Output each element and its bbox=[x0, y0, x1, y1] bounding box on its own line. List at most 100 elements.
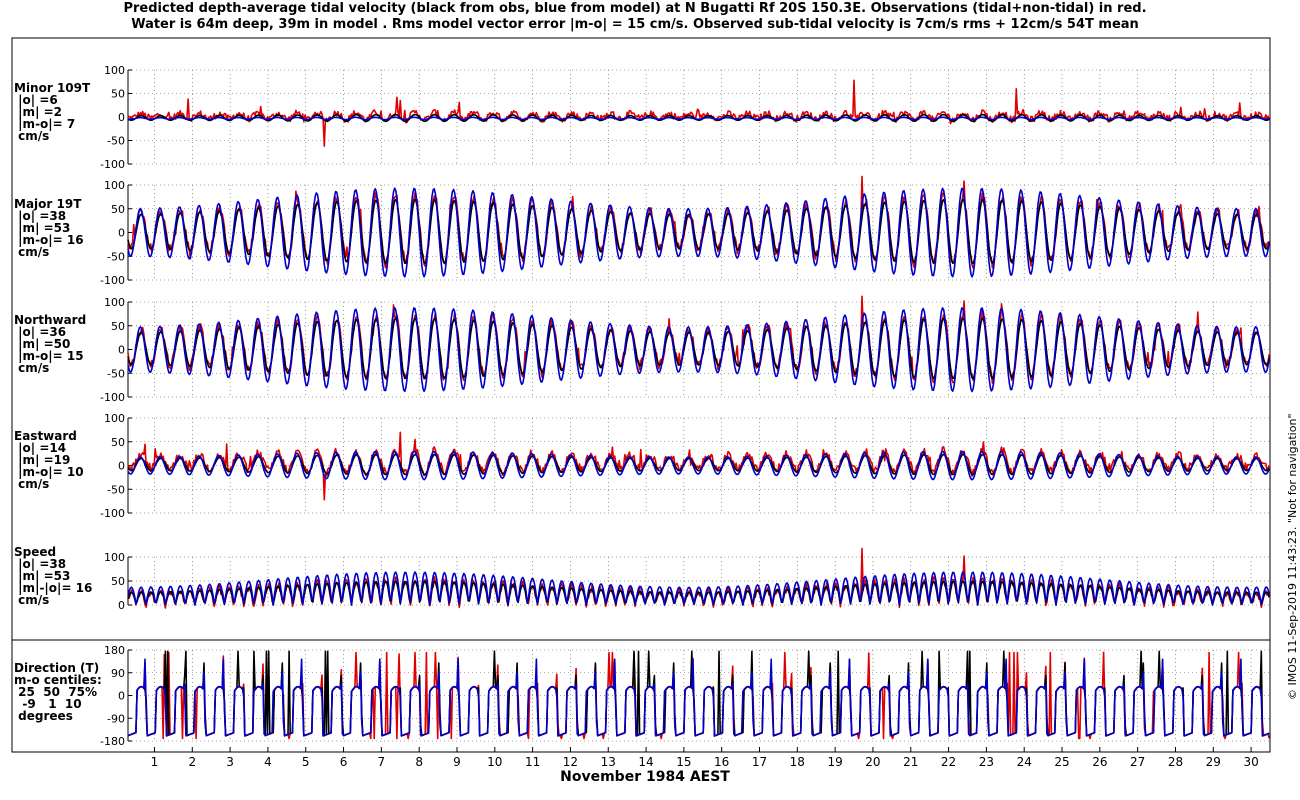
x-tick-label: 19 bbox=[827, 755, 842, 769]
panel-label-line: |o| =6 bbox=[14, 93, 58, 107]
x-tick-label: 30 bbox=[1243, 755, 1258, 769]
panel-label-line: cm/s bbox=[14, 129, 50, 143]
panel-label-line: Direction (T) bbox=[14, 661, 100, 675]
x-tick-label: 3 bbox=[226, 755, 234, 769]
y-tick-label: 100 bbox=[104, 64, 125, 77]
panel-label-line: |o| =38 bbox=[14, 557, 67, 571]
y-tick-label: 100 bbox=[104, 296, 125, 309]
y-tick-label: -100 bbox=[100, 507, 125, 520]
x-axis-label: November 1984 AEST bbox=[560, 769, 730, 785]
x-tick-label: 16 bbox=[714, 755, 729, 769]
x-tick-label: 23 bbox=[979, 755, 994, 769]
x-tick-label: 13 bbox=[601, 755, 616, 769]
x-tick-label: 15 bbox=[676, 755, 691, 769]
panel-label-line: |m| =50 bbox=[14, 337, 71, 351]
panel-label-line: |o| =36 bbox=[14, 325, 67, 339]
panel-label-line: degrees bbox=[14, 709, 73, 723]
series-line-model bbox=[127, 187, 1270, 278]
x-tick-label: 1 bbox=[151, 755, 159, 769]
x-tick-label: 22 bbox=[941, 755, 956, 769]
series-line-obs-tidal bbox=[127, 113, 1270, 123]
x-tick-label: 21 bbox=[903, 755, 918, 769]
y-tick-label: 0 bbox=[118, 344, 125, 357]
panel-label-line: |m|-|o|= 16 bbox=[14, 581, 93, 595]
x-tick-label: 27 bbox=[1130, 755, 1145, 769]
panel-label-line: Northward bbox=[14, 313, 87, 327]
y-tick-label: 50 bbox=[111, 88, 125, 101]
panel-0: -100 -50 0 50 100 bbox=[100, 64, 1270, 171]
x-tick-label: 29 bbox=[1206, 755, 1221, 769]
panel-label-line: |m-o|= 16 bbox=[14, 233, 84, 247]
panel-label-line: cm/s bbox=[14, 593, 50, 607]
panel-5: -180 -90 0 90 180 bbox=[100, 644, 1270, 748]
panel-label-0: Minor 109T |o| =6 |m| =2 |m-o|= 7 cm/s bbox=[14, 82, 110, 142]
panel-label-line: Eastward bbox=[14, 429, 77, 443]
panel-label-1: Major 19T |o| =38 |m| =53 |m-o|= 16 cm/s bbox=[14, 198, 110, 258]
x-tick-label: 24 bbox=[1017, 755, 1032, 769]
panel-label-4: Speed |o| =38 |m| =53 |m|-|o|= 16 cm/s bbox=[14, 546, 110, 606]
series-line-model bbox=[127, 450, 1270, 481]
panel-label-2: Northward |o| =36 |m| =50 |m-o|= 15 cm/s bbox=[14, 314, 110, 374]
panel-label-line: |m| =19 bbox=[14, 453, 71, 467]
x-tick-label: 6 bbox=[340, 755, 348, 769]
panel-label-line: |m-o|= 7 bbox=[14, 117, 76, 131]
y-tick-label: 0 bbox=[118, 460, 125, 473]
y-tick-label: 180 bbox=[104, 644, 125, 657]
y-tick-label: 50 bbox=[111, 575, 125, 588]
x-tick-label: 17 bbox=[752, 755, 767, 769]
y-tick-label: -50 bbox=[107, 367, 125, 380]
y-tick-label: 100 bbox=[104, 412, 125, 425]
x-tick-label: 4 bbox=[264, 755, 272, 769]
y-tick-label: -90 bbox=[107, 712, 125, 725]
y-tick-label: 50 bbox=[111, 320, 125, 333]
panel-3: -100 -50 0 50 100 bbox=[100, 412, 1270, 520]
panel-label-line: cm/s bbox=[14, 245, 50, 259]
panel-label-line: |m-o|= 15 bbox=[14, 349, 84, 363]
x-tick-label: 2 bbox=[188, 755, 196, 769]
y-tick-label: -50 bbox=[107, 250, 125, 263]
panel-label-line: Speed bbox=[14, 545, 57, 559]
series-line-observations bbox=[127, 651, 1270, 740]
panel-label-line: |m| =2 bbox=[14, 105, 63, 119]
y-tick-label: 0 bbox=[118, 690, 125, 703]
y-tick-label: -180 bbox=[100, 735, 125, 748]
y-tick-label: -50 bbox=[107, 135, 125, 148]
panel-label-line: -9 1 10 bbox=[14, 697, 82, 711]
panel-1: -100 -50 0 50 100 bbox=[100, 175, 1270, 287]
series-line-obs-tidal bbox=[127, 650, 1270, 737]
panel-label-line: Minor 109T bbox=[14, 81, 91, 95]
panel-4: 0 50 100 bbox=[104, 547, 1270, 612]
chart-title-line-1: Predicted depth-average tidal velocity (… bbox=[123, 1, 1147, 16]
y-tick-label: -100 bbox=[100, 158, 125, 171]
y-tick-label: 100 bbox=[104, 179, 125, 192]
panel-label-line: |m| =53 bbox=[14, 221, 71, 235]
y-tick-label: 50 bbox=[111, 436, 125, 449]
x-tick-label: 25 bbox=[1054, 755, 1069, 769]
series-line-model bbox=[127, 658, 1270, 737]
series-line-model bbox=[127, 571, 1270, 606]
x-tick-label: 18 bbox=[790, 755, 805, 769]
y-tick-label: 90 bbox=[111, 667, 125, 680]
chart-title-line-2: Water is 64m deep, 39m in model . Rms mo… bbox=[131, 17, 1139, 32]
plot-frame bbox=[11, 37, 1271, 753]
y-tick-label: 0 bbox=[118, 227, 125, 240]
panel-label-line: Major 19T bbox=[14, 197, 82, 211]
panel-label-3: Eastward |o| =14 |m| =19 |m-o|= 10 cm/s bbox=[14, 430, 110, 490]
panel-label-line: cm/s bbox=[14, 477, 50, 491]
series-line-model bbox=[127, 116, 1270, 121]
panel-2: -100 -50 0 50 100 bbox=[100, 295, 1270, 404]
x-tick-label: 8 bbox=[415, 755, 423, 769]
x-tick-label: 10 bbox=[487, 755, 502, 769]
x-tick-label: 9 bbox=[453, 755, 461, 769]
series-line-observations bbox=[127, 79, 1270, 147]
y-tick-label: -50 bbox=[107, 483, 125, 496]
panel-label-line: 25 50 75% bbox=[14, 685, 98, 699]
panel-label-line: m-o centiles: bbox=[14, 673, 102, 687]
panel-label-line: |o| =14 bbox=[14, 441, 67, 455]
y-tick-label: 100 bbox=[104, 551, 125, 564]
x-tick-label: 11 bbox=[525, 755, 540, 769]
series-line-obs-tidal bbox=[127, 580, 1270, 606]
x-tick-label: 26 bbox=[1092, 755, 1107, 769]
copyright-note: © IMOS 11-Sep-2019 11:43:23. "Not for na… bbox=[1286, 413, 1299, 700]
